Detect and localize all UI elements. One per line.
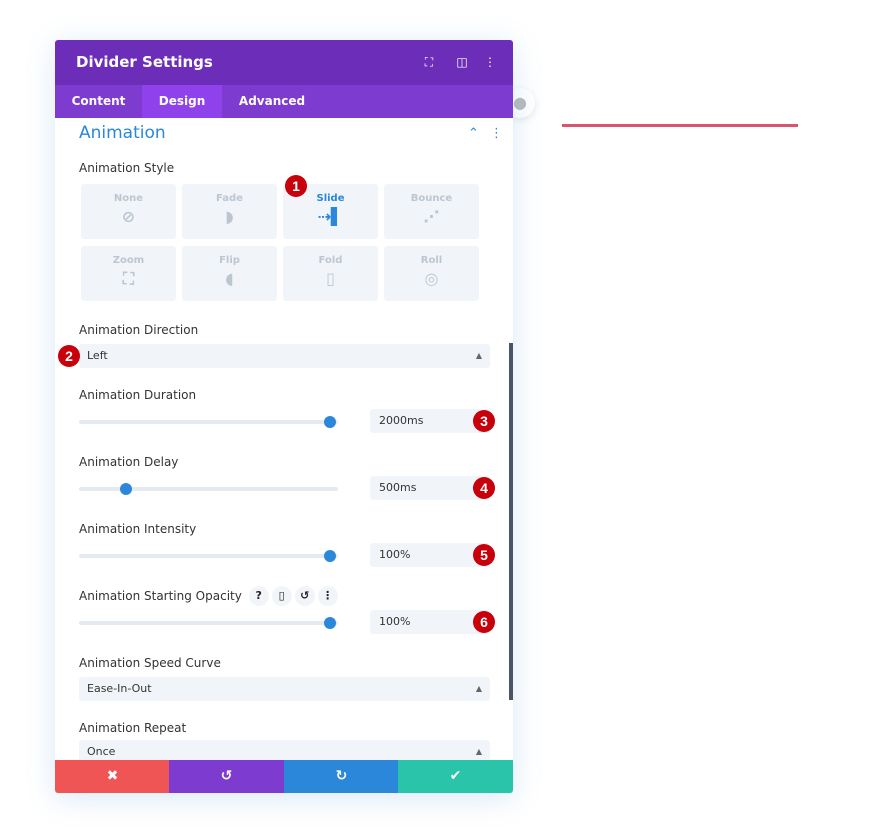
roll-icon: ◎ [424, 269, 439, 288]
select-arrows-icon: ▲ [475, 747, 482, 756]
select-arrows-icon: ▲ [475, 351, 482, 360]
expand-icon[interactable]: ⛶ [424, 55, 434, 69]
settings-panel: Divider Settings ⛶ ◫ ⋮ Content Design Ad… [55, 40, 513, 793]
slider-handle[interactable] [324, 550, 337, 562]
fade-icon: ◗ [225, 207, 234, 226]
animation-style-zoom[interactable]: Zoom ⛶ [81, 246, 176, 301]
tab-design[interactable]: Design [142, 85, 222, 118]
slide-icon: ⇢▌ [317, 207, 344, 226]
zoom-icon: ⛶ [122, 269, 135, 288]
reset-icon[interactable]: ↺ [294, 586, 315, 606]
animation-style-none[interactable]: None ⊘ [81, 184, 176, 239]
panel-footer: ✖ ↺ ↻ ✔ [55, 760, 513, 793]
animation-speed-curve-select[interactable]: Ease-In-Out ▲ [79, 677, 490, 701]
animation-opacity-input[interactable]: 100% [370, 610, 490, 634]
section-title[interactable]: Animation [79, 123, 166, 143]
redo-button[interactable]: ↻ [284, 760, 399, 793]
tab-content[interactable]: Content [71, 94, 126, 108]
animation-direction-select[interactable]: Left ▲ [79, 344, 490, 368]
animation-style-fade[interactable]: Fade ◗ [182, 184, 277, 239]
animation-intensity-label: Animation Intensity [79, 522, 197, 536]
select-value: Left [87, 349, 108, 362]
animation-speed-curve-label: Animation Speed Curve [79, 656, 221, 670]
animation-style-fold[interactable]: Fold ▯ [283, 246, 378, 301]
split-view-icon[interactable]: ◫ [456, 55, 468, 69]
mobile-icon[interactable]: ▯ [271, 586, 292, 606]
help-icon[interactable]: ? [248, 586, 269, 606]
animation-repeat-select[interactable]: Once ▲ [79, 740, 490, 760]
tile-label: None [113, 193, 144, 204]
tile-label: Slide [316, 193, 345, 204]
flip-icon: ◖ [225, 269, 234, 288]
select-value: Ease-In-Out [87, 682, 152, 695]
tab-bar: Content Design Advanced [55, 85, 513, 118]
cancel-button[interactable]: ✖ [55, 760, 170, 793]
animation-intensity-input[interactable]: 100% [370, 543, 490, 567]
step-badge-2: 2 [58, 345, 80, 367]
tile-label: Bounce [410, 193, 453, 204]
animation-delay-label: Animation Delay [79, 455, 179, 469]
slider-handle[interactable] [324, 617, 337, 629]
step-badge-4: 4 [473, 477, 495, 499]
more-vertical-icon[interactable]: ⋮ [317, 586, 338, 606]
step-badge-5: 5 [473, 544, 495, 566]
panel-content: Animation ⌃ ⋮ Animation Style None ⊘ Fade ◗… [55, 118, 513, 760]
animation-repeat-label: Animation Repeat [79, 721, 187, 735]
slider-handle[interactable] [119, 483, 132, 495]
divider-line [562, 124, 798, 127]
fold-icon: ▯ [326, 269, 335, 288]
tab-advanced[interactable]: Advanced [238, 94, 306, 108]
animation-delay-slider[interactable] [79, 483, 338, 495]
animation-style-bounce[interactable]: Bounce ⋰ [384, 184, 479, 239]
chevron-up-icon[interactable]: ⌃ [468, 126, 479, 141]
animation-opacity-label-row: Animation Starting Opacity ? ▯ ↺ ⋮ [79, 586, 338, 606]
none-icon: ⊘ [121, 207, 136, 226]
animation-duration-input[interactable]: 2000ms [370, 409, 490, 433]
panel-title: Divider Settings [76, 53, 213, 71]
animation-opacity-label: Animation Starting Opacity [79, 589, 242, 603]
tile-label: Fade [216, 193, 243, 204]
animation-duration-label: Animation Duration [79, 388, 197, 402]
undo-button[interactable]: ↺ [169, 760, 284, 793]
animation-intensity-slider[interactable] [79, 550, 338, 562]
tile-label: Roll [420, 255, 443, 266]
animation-style-label: Animation Style [79, 161, 175, 175]
panel-header: Divider Settings ⛶ ◫ ⋮ [55, 40, 513, 85]
animation-delay-input[interactable]: 500ms [370, 476, 490, 500]
tile-label: Zoom [112, 255, 145, 266]
step-badge-1: 1 [285, 175, 307, 197]
step-badge-3: 3 [473, 410, 495, 432]
scrollbar[interactable] [509, 343, 513, 700]
step-badge-6: 6 [473, 611, 495, 633]
save-button[interactable]: ✔ [398, 760, 513, 793]
animation-direction-label: Animation Direction [79, 323, 199, 337]
more-vertical-icon[interactable]: ⋮ [484, 55, 496, 69]
select-arrows-icon: ▲ [475, 684, 482, 693]
more-vertical-icon[interactable]: ⋮ [490, 126, 503, 141]
bounce-icon: ⋰ [423, 207, 440, 226]
tile-label: Flip [219, 255, 240, 266]
animation-style-roll[interactable]: Roll ◎ [384, 246, 479, 301]
tile-label: Fold [318, 255, 343, 266]
animation-duration-slider[interactable] [79, 416, 338, 428]
select-value: Once [87, 745, 116, 758]
slider-handle[interactable] [324, 416, 337, 428]
animation-opacity-slider[interactable] [79, 617, 338, 629]
animation-style-flip[interactable]: Flip ◖ [182, 246, 277, 301]
